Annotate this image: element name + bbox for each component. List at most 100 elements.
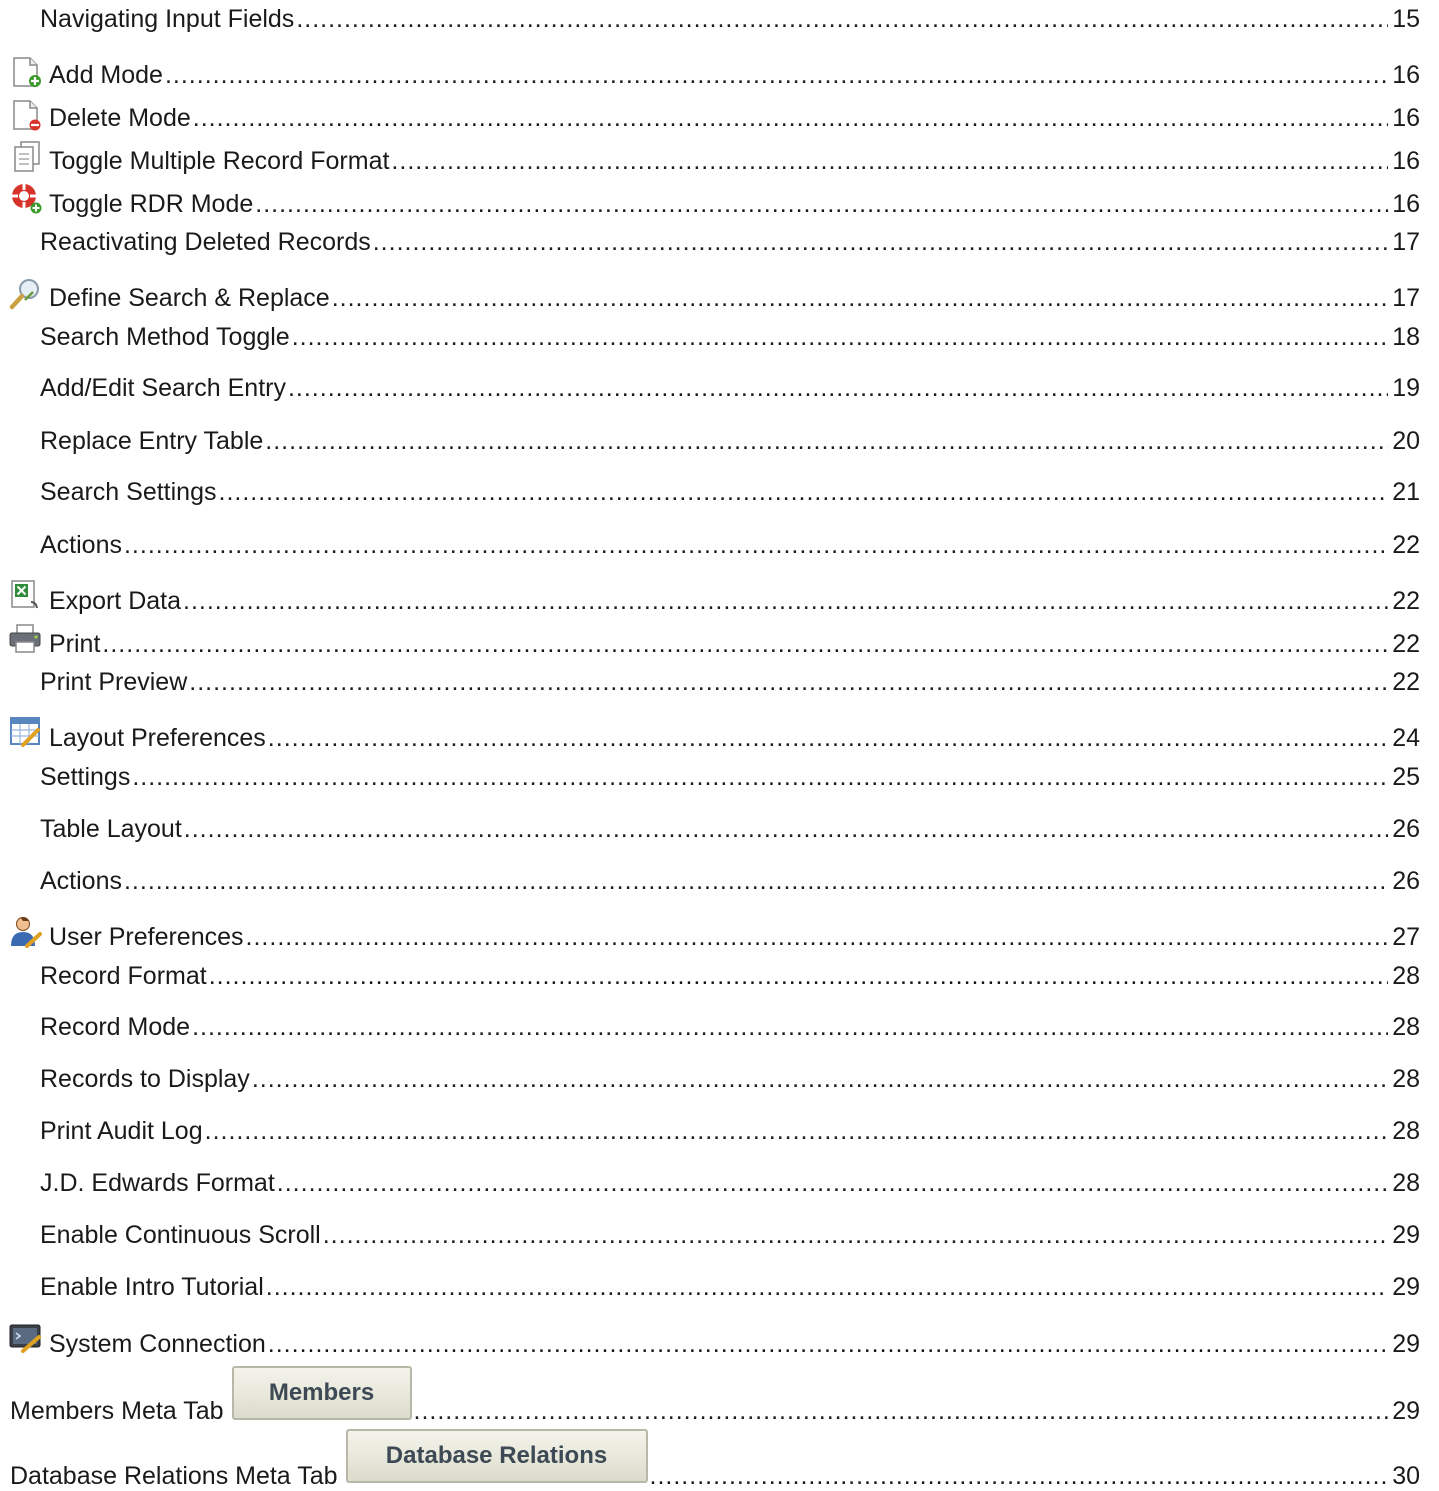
dot-leader: [219, 477, 1389, 507]
toc-entry-title: Actions: [40, 867, 122, 895]
toc-entry-toggle-rdr-mode[interactable]: Toggle RDR Mode 16: [0, 179, 1420, 219]
toc-entry-members-meta-tab[interactable]: Members Meta Tab Members 29: [0, 1362, 1420, 1426]
toc-entry-define-search-replace[interactable]: Define Search & Replace 17: [0, 273, 1420, 313]
toc-entry-title: Export Data: [49, 587, 182, 615]
toc-entry-page: 27: [1392, 923, 1420, 951]
toc-entry-enable-continuous-scroll[interactable]: Enable Continuous Scroll 29: [0, 1210, 1420, 1250]
dot-leader: [255, 189, 1388, 219]
dot-leader: [391, 146, 1388, 176]
delete-mode-icon: [13, 100, 41, 131]
dot-leader: [268, 1329, 1388, 1359]
system-connection-icon: [9, 1324, 41, 1353]
toc-entry-title: Settings: [40, 763, 131, 791]
toc-entry-title: Delete Mode: [49, 104, 191, 132]
toc-entry-title: Table Layout: [40, 815, 182, 843]
printer-icon: [9, 624, 41, 653]
dot-leader: [373, 227, 1388, 257]
toc-entry-page: 29: [1392, 1273, 1420, 1301]
dot-leader: [323, 1220, 1388, 1250]
toc-entry-title: Layout Preferences: [49, 724, 266, 752]
toc-entry-system-connection[interactable]: System Connection 29: [0, 1319, 1420, 1359]
add-mode-icon: [13, 57, 41, 87]
toc-entry-page: 15: [1392, 5, 1420, 33]
user-preferences-icon: [11, 916, 42, 948]
search-replace-icon: [9, 279, 39, 310]
toc-entry-title: Record Format: [40, 962, 207, 990]
toc-entry-add-mode[interactable]: Add Mode 16: [0, 50, 1420, 90]
toc-entry-enable-intro-tutorial[interactable]: Enable Intro Tutorial 29: [0, 1262, 1420, 1302]
toc-entry-jd-edwards-format[interactable]: J.D. Edwards Format 28: [0, 1158, 1420, 1198]
toc-entry-page: 30: [1392, 1462, 1420, 1490]
toc-entry-layout-preferences[interactable]: Layout Preferences 24: [0, 713, 1420, 753]
toc-entry-settings[interactable]: Settings 25: [0, 752, 1420, 792]
toc-entry-add-edit-search-entry[interactable]: Add/Edit Search Entry 19: [0, 363, 1420, 403]
toc-entry-export-data[interactable]: Export Data 22: [0, 576, 1420, 616]
toc-entry-records-to-display[interactable]: Records to Display 28: [0, 1054, 1420, 1094]
dot-leader: [252, 1064, 1388, 1094]
toc-entry-title: Add/Edit Search Entry: [40, 374, 286, 402]
toc-entry-replace-entry-table[interactable]: Replace Entry Table 20: [0, 416, 1420, 456]
toc-entry-actions[interactable]: Actions 22: [0, 520, 1420, 560]
toc-entry-page: 22: [1392, 587, 1420, 615]
dot-leader: [132, 762, 1388, 792]
toc-entry-reactivating-deleted-records[interactable]: Reactivating Deleted Records 17: [0, 217, 1420, 257]
toc-entry-title: Search Method Toggle: [40, 323, 290, 351]
dot-leader: [124, 530, 1388, 560]
dot-leader: [165, 60, 1388, 90]
toc-entry-title: System Connection: [49, 1330, 266, 1358]
toc-entry-title: Actions: [40, 531, 122, 559]
toc-entry-page: 29: [1392, 1330, 1420, 1358]
toc-entry-print-audit-log[interactable]: Print Audit Log 28: [0, 1106, 1420, 1146]
toc-entry-page: 22: [1392, 668, 1420, 696]
toc-entry-page: 19: [1392, 374, 1420, 402]
toc-entry-navigating-input-fields[interactable]: Navigating Input Fields 15: [0, 0, 1420, 34]
toc-entry-search-settings[interactable]: Search Settings 21: [0, 467, 1420, 507]
toc-entry-table-layout[interactable]: Table Layout 26: [0, 804, 1420, 844]
dot-leader: [124, 866, 1388, 896]
toc-entry-title: Search Settings: [40, 478, 217, 506]
dot-leader: [184, 814, 1388, 844]
toc-entry-title: Print: [49, 630, 101, 658]
toc-entry-print[interactable]: Print 22: [0, 619, 1420, 659]
toc-entry-title: Print Audit Log: [40, 1117, 203, 1145]
dot-leader: [288, 373, 1388, 403]
rdr-mode-icon: [12, 184, 42, 214]
toc-entry-title: Record Mode: [40, 1013, 191, 1041]
toc-entry-page: 16: [1392, 104, 1420, 132]
toc-entry-title: Navigating Input Fields: [40, 5, 295, 33]
dot-leader: [650, 1461, 1388, 1491]
dot-leader: [209, 961, 1388, 991]
toc-entry-page: 18: [1392, 323, 1420, 351]
toc-entry-title: Replace Entry Table: [40, 427, 264, 455]
toc-entry-actions[interactable]: Actions 26: [0, 856, 1420, 896]
toc-entry-page: 17: [1392, 228, 1420, 256]
toc-entry-page: 24: [1392, 724, 1420, 752]
export-excel-icon: [11, 580, 38, 609]
toc-entry-title: Records to Display: [40, 1065, 250, 1093]
toc-entry-record-mode[interactable]: Record Mode 28: [0, 1002, 1420, 1042]
toc-entry-database-relations-meta-tab[interactable]: Database Relations Meta Tab Database Rel…: [0, 1427, 1420, 1491]
toc-entry-page: 21: [1392, 478, 1420, 506]
toc-entry-user-preferences[interactable]: User Preferences 27: [0, 912, 1420, 952]
toc-entry-page: 26: [1392, 815, 1420, 843]
toc-entry-page: 29: [1392, 1397, 1420, 1425]
dot-leader: [266, 1272, 1388, 1302]
toc-entry-page: 20: [1392, 427, 1420, 455]
dot-leader: [277, 1168, 1388, 1198]
toc-entry-toggle-multiple-record-format[interactable]: Toggle Multiple Record Format 16: [0, 136, 1420, 176]
dot-leader: [205, 1116, 1388, 1146]
toc-entry-search-method-toggle[interactable]: Search Method Toggle 18: [0, 312, 1420, 352]
toc-entry-page: 22: [1392, 531, 1420, 559]
dot-leader: [332, 283, 1388, 313]
toc-entry-title: Members Meta Tab: [10, 1397, 224, 1425]
toc-entry-title: J.D. Edwards Format: [40, 1169, 275, 1197]
toc-entry-delete-mode[interactable]: Delete Mode 16: [0, 93, 1420, 133]
database-relations-tab-button[interactable]: Database Relations: [345, 1429, 648, 1483]
toc-entry-title: Enable Continuous Scroll: [40, 1221, 321, 1249]
dot-leader: [183, 586, 1388, 616]
dot-leader: [102, 629, 1388, 659]
toc-entry-print-preview[interactable]: Print Preview 22: [0, 657, 1420, 697]
toc-entry-record-format[interactable]: Record Format 28: [0, 951, 1420, 991]
members-tab-button[interactable]: Members: [231, 1366, 412, 1420]
toc-entry-page: 28: [1392, 962, 1420, 990]
